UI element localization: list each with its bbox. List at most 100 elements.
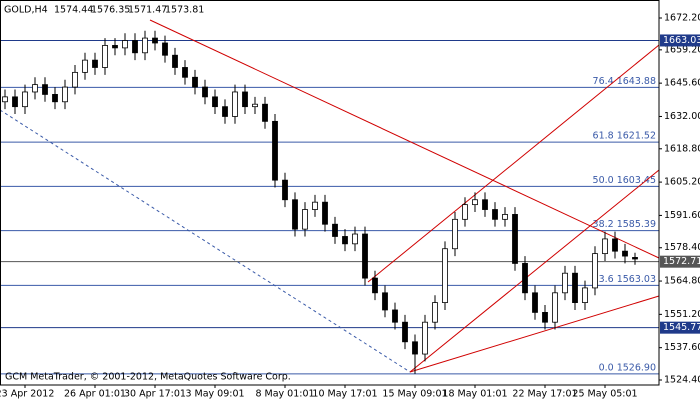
y-tick-label: 1632.00: [664, 111, 700, 122]
candle-body: [2, 96, 8, 103]
price-label: 1663.03: [663, 35, 700, 46]
candle-body: [542, 312, 548, 323]
candle-body: [222, 106, 228, 117]
candle-body: [592, 253, 598, 289]
candle-body: [12, 96, 18, 108]
fib-label: 50.0 1603.45: [593, 175, 656, 186]
candle-body: [562, 272, 568, 294]
candle-body: [572, 272, 578, 304]
plot-border: [0, 0, 660, 386]
candle-body: [102, 45, 108, 68]
candle-body: [412, 341, 418, 355]
fib-label: 38.2 1585.39: [593, 219, 656, 230]
fib-label: 0.0 1526.90: [599, 362, 656, 373]
y-tick-label: 1578.40: [664, 242, 700, 253]
y-tick-label: 1605.20: [664, 177, 700, 188]
trendline: [409, 169, 660, 373]
x-tick-label: 18 May 01:01: [442, 389, 507, 400]
candle-body: [502, 214, 508, 220]
x-tick-label: 25 May 05:01: [572, 389, 637, 400]
candle-body: [32, 84, 38, 93]
candle-body: [532, 292, 538, 313]
candle-body: [82, 59, 88, 73]
fib-group: 0.0 1526.90 23.6 1563.03 38.2 1585.39 50.0 …: [0, 39, 659, 375]
x-tick-label: 10 May 17:01: [312, 389, 377, 400]
x-tick-label: 30 Apr 17:01: [124, 389, 186, 400]
trendline: [409, 295, 660, 373]
candle-body: [552, 292, 558, 323]
candle-body: [482, 199, 488, 210]
candle-body: [22, 91, 28, 108]
candle-body: [442, 248, 448, 304]
candle-body: [72, 71, 78, 88]
candle-body: [272, 120, 278, 181]
candle-body: [622, 250, 628, 257]
candle-body: [462, 204, 468, 220]
candle-body: [522, 263, 528, 294]
candle-body: [262, 103, 268, 122]
candle-body: [602, 238, 608, 255]
y-tick-label: 1551.20: [664, 309, 700, 320]
candle-body: [432, 302, 438, 323]
candle-body: [612, 238, 618, 252]
candle-body: [472, 199, 478, 206]
y-tick-label: 1537.60: [664, 342, 700, 353]
candle-body: [152, 37, 158, 44]
price-label-box: [660, 255, 700, 268]
y-tick-label: 1524.40: [664, 375, 700, 386]
y-tick-label: 1618.80: [664, 143, 700, 154]
candle-body: [92, 59, 98, 68]
candle-body: [192, 76, 198, 88]
y-tick-label: 1659.20: [664, 44, 700, 55]
candle-body: [182, 67, 188, 78]
candle-body: [252, 103, 258, 108]
candle-body: [142, 37, 148, 54]
axes: 1672.20 1659.20 1645.60 1632.00 1618.80 1605.…: [0, 13, 700, 400]
price-label: 1545.77: [663, 322, 700, 333]
candle-body: [582, 287, 588, 304]
trendline: [367, 44, 660, 283]
y-tick-label: 1645.60: [664, 78, 700, 89]
candle-body: [282, 179, 288, 201]
x-tick-label: 22 May 17:01: [512, 389, 577, 400]
candle-body: [382, 292, 388, 311]
last-high: 1576.35: [91, 5, 130, 16]
x-tick-label: 15 May 09:01: [382, 389, 447, 400]
candle-body: [52, 94, 58, 103]
candle-body: [362, 233, 368, 279]
candle-body: [512, 214, 518, 264]
x-tick-label: 3 May 09:01: [185, 389, 244, 400]
trendline: [149, 19, 660, 259]
last-low: 1571.47: [128, 5, 167, 16]
price-label-box: [660, 321, 700, 334]
last-open: 1574.44: [54, 5, 93, 16]
candle-body: [162, 42, 168, 56]
candles: [2, 30, 638, 374]
last-close: 1573.81: [165, 5, 204, 16]
candle-body: [352, 233, 358, 245]
fib-label: 76.4 1643.88: [593, 76, 656, 87]
candle-body: [342, 236, 348, 245]
x-tick-label: 23 Apr 2012: [0, 389, 54, 400]
candle-body: [332, 223, 338, 237]
y-tick-label: 1672.20: [664, 13, 700, 24]
candle-body: [302, 209, 308, 230]
price-label-box: [660, 34, 700, 47]
candle-body: [422, 321, 428, 355]
y-tick-label: 1591.60: [664, 210, 700, 221]
price-label: 1572.71: [663, 256, 700, 267]
candle-body: [122, 40, 128, 49]
candle-body: [242, 91, 248, 108]
candle-body: [372, 277, 378, 294]
x-tick-label: 26 Apr 01:01: [64, 389, 126, 400]
candle-body: [292, 199, 298, 230]
candle-body: [132, 40, 138, 54]
candle-body: [62, 86, 68, 103]
candle-body: [632, 257, 638, 260]
candle-body: [112, 45, 118, 49]
candle-body: [492, 209, 498, 220]
candle-body: [312, 201, 318, 210]
candle-body: [202, 86, 208, 98]
